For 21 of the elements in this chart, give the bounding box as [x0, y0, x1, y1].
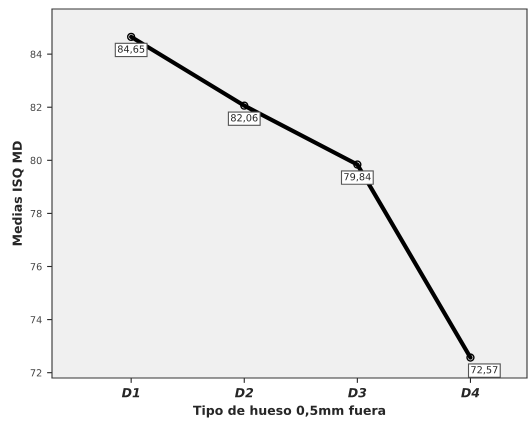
y-tick-label: 78: [30, 210, 42, 218]
y-tick-label: 82: [30, 104, 42, 112]
y-axis-title: Medias ISQ MD: [12, 141, 24, 246]
y-tick-label: 84: [30, 50, 42, 58]
x-tick-label: D4: [461, 388, 480, 398]
x-axis-title: Tipo de hueso 0,5mm fuera: [193, 405, 386, 418]
data-label: 72,57: [471, 366, 498, 374]
x-tick-label: D2: [234, 388, 254, 398]
point: [466, 353, 475, 362]
point: [240, 101, 248, 110]
x-tick-label: D1: [122, 388, 140, 398]
data-label: 84,65: [118, 45, 144, 54]
x-tick-label: D3: [348, 388, 366, 398]
data-label: 79,84: [344, 173, 371, 182]
y-tick-label: 74: [30, 316, 42, 324]
point: [127, 32, 136, 42]
point: [353, 160, 362, 169]
y-tick-label: 80: [30, 156, 42, 164]
y-tick-label: 72: [30, 369, 42, 376]
data-label: 82,06: [231, 114, 258, 122]
y-tick-label: 76: [30, 262, 42, 270]
